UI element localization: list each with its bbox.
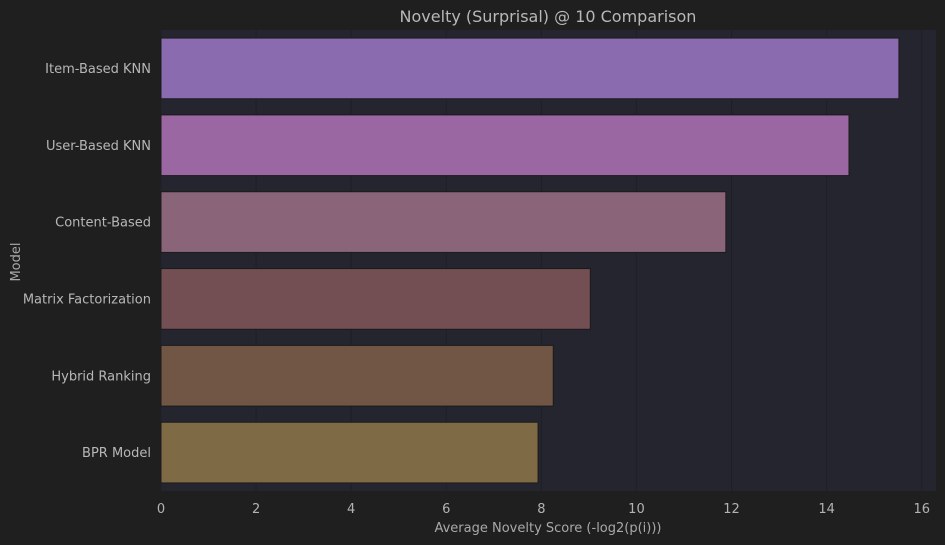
y-tick-label-4: Hybrid Ranking: [51, 369, 151, 384]
x-tick-label-6: 12: [723, 502, 740, 517]
bar-0: [160, 37, 900, 100]
x-tick-label-2: 4: [347, 502, 355, 517]
x-tick-label-4: 8: [537, 502, 545, 517]
grid-lines: [160, 30, 923, 491]
plot-background: [161, 30, 936, 491]
chart-title: Novelty (Surprisal) @ 10 Comparison: [400, 7, 697, 26]
bar-1: [160, 114, 850, 177]
x-tick-label-3: 6: [442, 502, 450, 517]
x-axis-ticks: 0 2 4 6 8 10 12 14 16: [157, 502, 930, 517]
y-tick-label-3: Matrix Factorization: [23, 292, 151, 307]
y-tick-label-0: Item-Based KNN: [45, 62, 151, 77]
y-tick-label-2: Content-Based: [55, 216, 151, 231]
y-tick-label-5: BPR Model: [82, 446, 151, 461]
bars-group: [160, 37, 900, 484]
y-tick-label-1: User-Based KNN: [46, 139, 151, 154]
x-tick-label-0: 0: [157, 502, 165, 517]
bar-4: [160, 344, 554, 407]
bar-3: [160, 268, 591, 330]
bar-5: [160, 421, 539, 484]
x-tick-label-1: 2: [252, 502, 260, 517]
x-axis-label: Average Novelty Score (-log2(p(i))): [434, 521, 661, 536]
x-tick-label-5: 10: [628, 502, 645, 517]
y-axis-labels: Item-Based KNN User-Based KNN Content-Base…: [23, 62, 151, 461]
y-axis-label: Model: [9, 242, 24, 281]
x-tick-label-8: 16: [913, 502, 930, 517]
x-tick-label-7: 14: [818, 502, 835, 517]
bar-2: [160, 191, 727, 253]
